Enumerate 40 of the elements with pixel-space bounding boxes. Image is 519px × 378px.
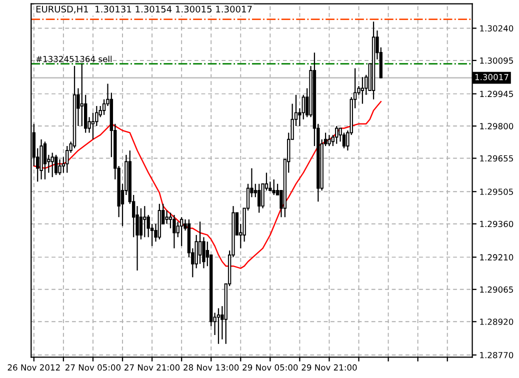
candlestick	[335, 125, 338, 144]
y-tick-label: 1.28920	[480, 318, 514, 325]
line-series	[33, 100, 382, 269]
candlestick	[139, 208, 143, 240]
ref-line-label: #1332451364 sell	[36, 56, 112, 62]
y-tick-label: 1.29210	[480, 254, 514, 260]
x-tick-label: 27 Nov 21:00	[124, 364, 180, 371]
candlestick	[360, 76, 364, 104]
x-tick-label: 27 Nov 05:00	[65, 364, 121, 371]
candlestick	[54, 154, 58, 176]
candlestick	[66, 145, 69, 174]
y-tick-label: 1.30095	[480, 57, 513, 64]
y-tick-label: 1.29360	[480, 220, 514, 228]
candlestick	[258, 183, 261, 214]
y-tick-label: 1.28770	[480, 352, 514, 358]
y-tick-label: 1.30240	[480, 25, 514, 32]
ref-line-label: 1.30017	[475, 74, 508, 80]
candlestick	[58, 158, 62, 176]
y-tick-label: 1.29505	[480, 188, 513, 195]
x-tick-label: 29 Nov 05:00	[242, 364, 298, 371]
candlestick	[80, 63, 84, 127]
candlestick	[328, 134, 331, 147]
candlestick	[50, 152, 54, 178]
candlestick	[165, 210, 168, 224]
candlestick	[272, 178, 276, 196]
chart-title: EURUSD,H1 1.30131 1.30154 1.30015 1.30017	[36, 6, 252, 14]
y-tick-label: 1.29065	[480, 286, 513, 293]
x-tick-label: 28 Nov 13:00	[184, 364, 239, 371]
y-tick-label: 1.29945	[480, 90, 513, 98]
x-tick-label: 26 Nov 2012	[8, 364, 60, 371]
candlestick	[342, 132, 346, 149]
y-tick-label: 1.29800	[480, 123, 514, 130]
candlestick	[172, 214, 176, 249]
candlestick	[198, 221, 202, 264]
candlestick	[180, 216, 184, 247]
y-tick-label: 1.29655	[480, 155, 513, 162]
candlestick	[143, 206, 146, 238]
x-tick-label: 29 Nov 21:00	[302, 364, 357, 371]
candlestick	[216, 308, 220, 344]
candlestick	[43, 141, 47, 180]
